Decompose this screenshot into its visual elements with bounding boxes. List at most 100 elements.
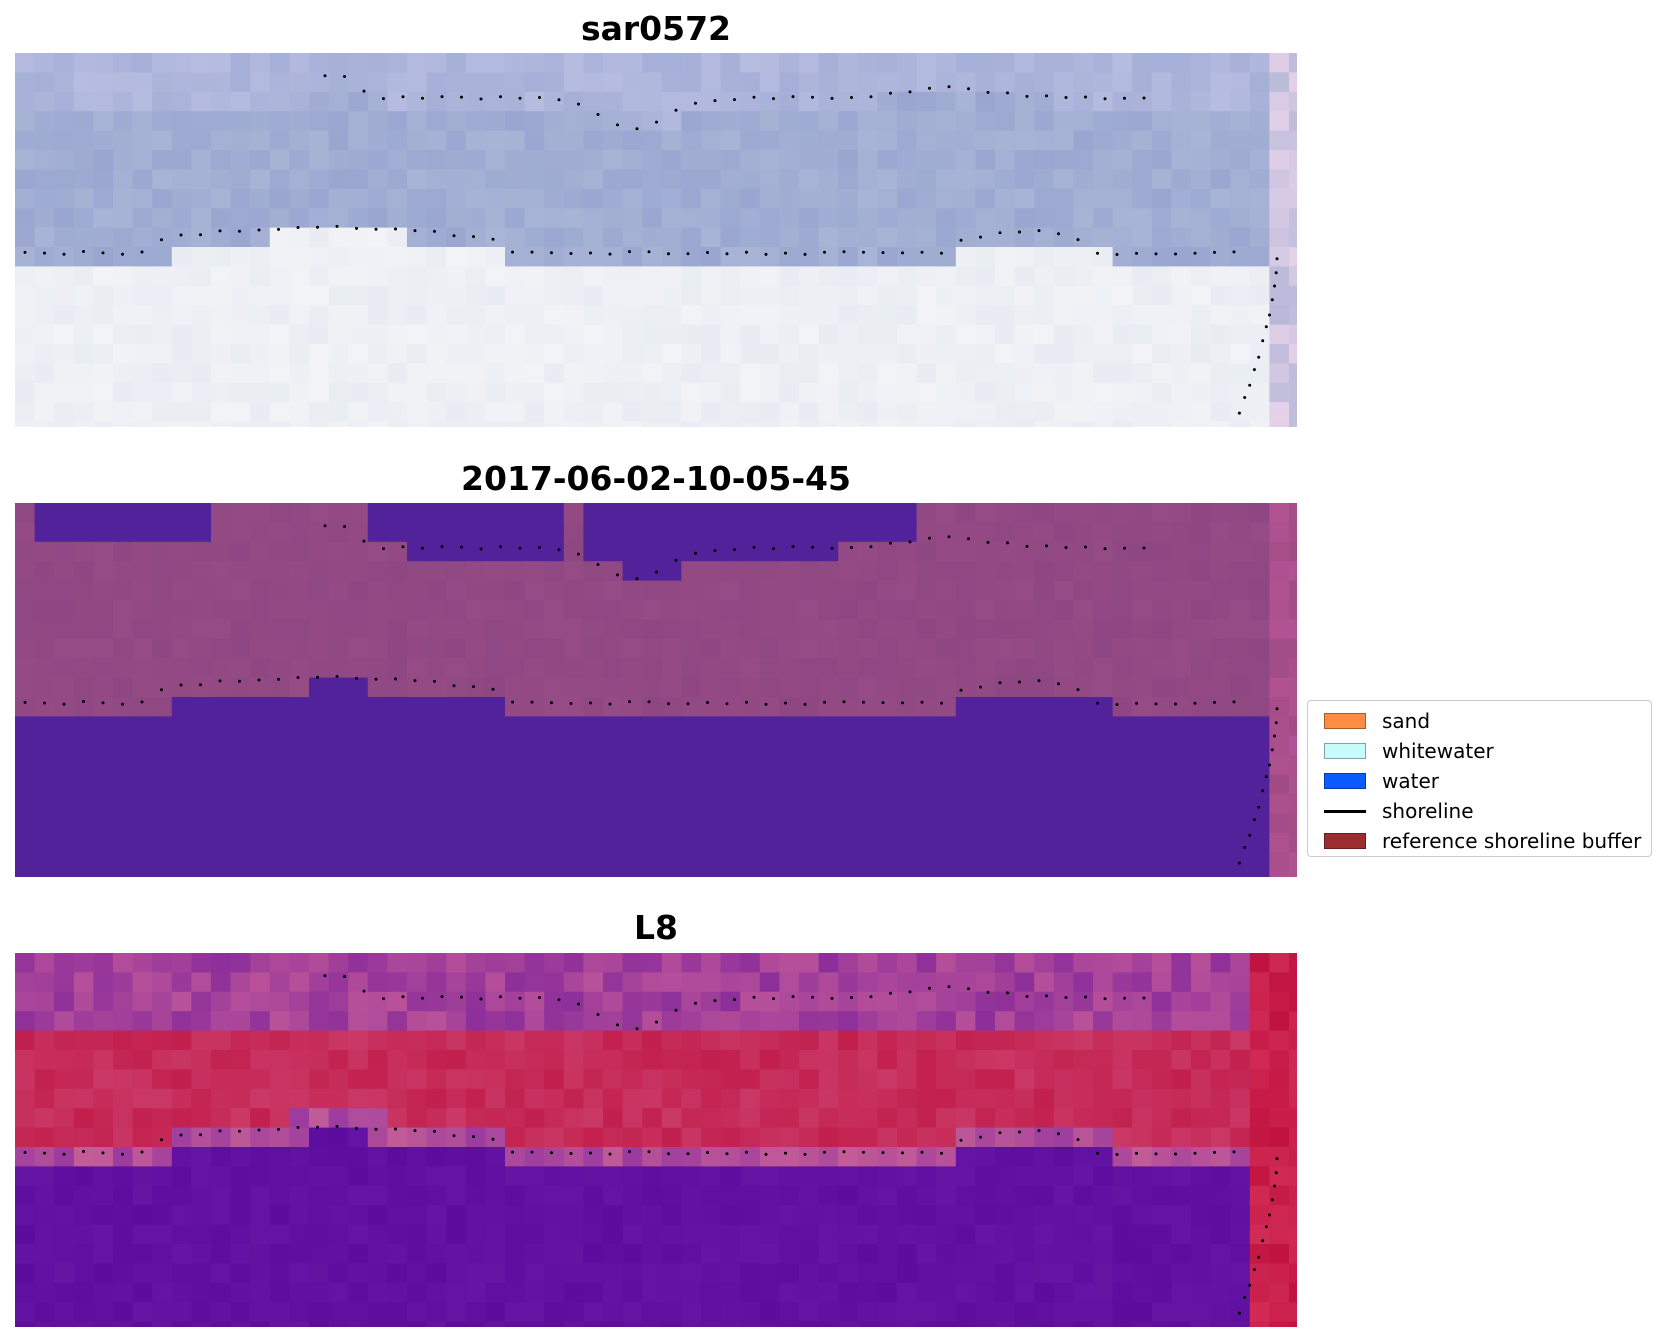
shoreline-point (316, 675, 319, 679)
shoreline-point (1037, 1129, 1041, 1133)
shoreline-point (530, 700, 534, 704)
shoreline-point (238, 229, 241, 233)
shoreline-point (901, 1151, 904, 1155)
shoreline-point (257, 1128, 261, 1132)
shoreline-point (596, 1013, 600, 1016)
shoreline-point (1045, 994, 1048, 998)
shoreline-point (647, 700, 651, 704)
shoreline-point (694, 1001, 697, 1005)
shoreline-point (745, 700, 748, 704)
panel-title-3: L8 (634, 908, 678, 947)
shoreline-point (1057, 1132, 1060, 1136)
shoreline-point (1135, 1151, 1138, 1155)
shoreline-point (491, 687, 495, 691)
shoreline-point (635, 1027, 639, 1031)
shoreline-point (382, 97, 385, 101)
shoreline-point (1257, 805, 1261, 809)
shoreline-point (179, 233, 183, 237)
shoreline-point (23, 250, 27, 254)
shoreline-point (1084, 995, 1087, 999)
shoreline-point (1243, 396, 1247, 399)
shoreline-point (401, 95, 405, 99)
shoreline-point (452, 234, 456, 238)
shoreline-point (674, 1008, 678, 1012)
shoreline-point (323, 974, 327, 978)
shoreline-point (1154, 1152, 1158, 1156)
shoreline-point (569, 1152, 573, 1155)
panel-title-1: sar0572 (580, 9, 732, 48)
shoreline-point (1123, 96, 1126, 100)
shoreline-point (530, 1150, 534, 1154)
shoreline-point (355, 226, 358, 230)
shoreline-point (401, 545, 405, 549)
shoreline-point (1243, 1296, 1247, 1299)
shoreline-point (550, 1151, 553, 1155)
shoreline-point (140, 250, 144, 254)
shoreline-point (1270, 748, 1274, 752)
shoreline-point (101, 1151, 105, 1155)
shoreline-point (823, 1150, 826, 1154)
shoreline-point (1115, 253, 1119, 256)
shoreline-point (433, 1129, 436, 1133)
shoreline-point (440, 545, 444, 549)
shoreline-point (1076, 688, 1080, 692)
legend-label-water: water (1382, 769, 1439, 793)
shoreline-point (1142, 96, 1146, 100)
shoreline-point (686, 252, 690, 256)
shoreline-point (179, 1133, 183, 1137)
shoreline-point (842, 250, 846, 254)
shoreline-point (362, 89, 366, 93)
legend-label-shoreline: shoreline (1382, 799, 1474, 823)
shoreline-point (1232, 250, 1236, 254)
shoreline-point (1232, 700, 1236, 704)
shoreline-point (1123, 996, 1126, 1000)
shoreline-point (343, 75, 346, 78)
shoreline-point (791, 995, 795, 999)
shoreline-point (296, 1126, 300, 1129)
shoreline-point (1064, 546, 1068, 549)
shoreline-point (1237, 1311, 1241, 1315)
shoreline-point (440, 995, 444, 999)
shoreline-point (908, 990, 912, 994)
shoreline-point (1261, 339, 1265, 343)
shoreline-point (1252, 1268, 1256, 1272)
shoreline-point (1275, 257, 1279, 261)
shoreline-point (1103, 97, 1107, 101)
shoreline-point (1193, 251, 1197, 255)
shoreline-point (479, 997, 483, 1001)
shoreline-point (998, 231, 1002, 235)
shoreline-point (1064, 996, 1068, 999)
shoreline-point (889, 991, 892, 995)
shoreline-point (538, 546, 541, 549)
shoreline-point (1174, 252, 1177, 256)
shoreline-point (1268, 1213, 1271, 1217)
shoreline-point (199, 1133, 202, 1137)
shoreline-point (82, 250, 85, 253)
shoreline-point (752, 995, 756, 999)
shoreline-point (394, 677, 397, 681)
shoreline-point (121, 1152, 124, 1156)
shoreline-point (335, 224, 339, 228)
shoreline-point (440, 95, 444, 99)
shoreline-point (986, 990, 990, 994)
shoreline-point (511, 700, 514, 704)
shoreline-point (160, 688, 163, 692)
shoreline-point (335, 1124, 339, 1128)
shoreline-point (862, 250, 865, 254)
shoreline-point (1252, 818, 1256, 822)
satellite-rgb-image (15, 53, 1297, 427)
shoreline-point (1248, 833, 1252, 837)
shoreline-point (745, 1150, 748, 1154)
shoreline-point (589, 1151, 592, 1155)
shoreline-point (764, 252, 768, 256)
shoreline-point (362, 539, 366, 543)
shoreline-point (791, 95, 795, 99)
shoreline-point (811, 95, 814, 99)
shoreline-point (694, 551, 697, 555)
shoreline-point (257, 678, 261, 682)
shoreline-point (140, 700, 144, 704)
shoreline-point (686, 1152, 690, 1156)
shoreline-point (1084, 545, 1087, 549)
shoreline-point (472, 1135, 475, 1139)
shoreline-point (1237, 861, 1241, 865)
